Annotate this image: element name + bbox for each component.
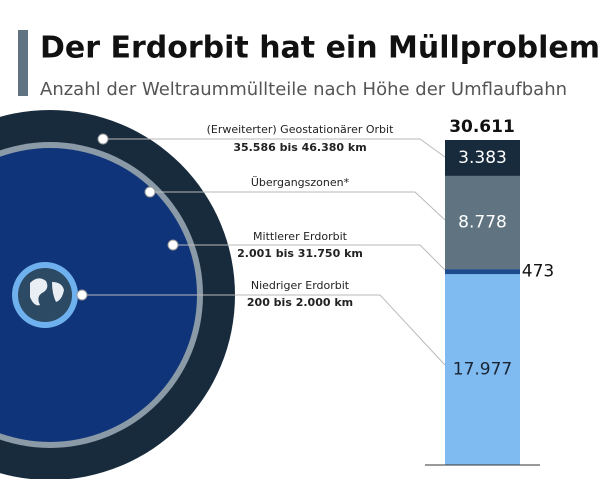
orbit-dot bbox=[167, 239, 179, 251]
connector bbox=[103, 138, 446, 158]
continents bbox=[30, 278, 64, 306]
orbit-dot bbox=[76, 289, 88, 301]
bar-segment bbox=[445, 269, 520, 275]
bar-segment bbox=[445, 274, 520, 465]
connector bbox=[82, 294, 446, 366]
value-label: 473 bbox=[522, 262, 554, 282]
value-label: 8.778 bbox=[458, 213, 507, 233]
orbit-illustration bbox=[0, 110, 235, 479]
bar-segment bbox=[445, 175, 520, 270]
orbit-label: Übergangszonen* bbox=[251, 176, 350, 189]
title-accent bbox=[18, 30, 28, 96]
orbit-label: Mittlerer Erdorbit bbox=[253, 230, 348, 243]
orbit-range: 200 bis 2.000 km bbox=[247, 296, 353, 309]
earth bbox=[18, 268, 72, 322]
orbit-range: 35.586 bis 46.380 km bbox=[233, 141, 366, 154]
orbit-label: Niedriger Erdorbit bbox=[251, 279, 350, 292]
value-label: 17.977 bbox=[453, 360, 512, 380]
orbit-dot bbox=[97, 133, 109, 145]
connector bbox=[173, 244, 446, 271]
connector bbox=[150, 191, 446, 221]
chart-subtitle: Anzahl der Weltraummüllteile nach Höhe d… bbox=[40, 79, 567, 100]
bar-segment bbox=[445, 140, 520, 176]
chart-title: Der Erdorbit hat ein Müllproblem bbox=[40, 31, 600, 66]
value-label: 3.383 bbox=[458, 148, 507, 168]
orbit-range: 2.001 bis 31.750 km bbox=[237, 247, 363, 260]
orbit-dot bbox=[144, 186, 156, 198]
total-label: 30.611 bbox=[449, 117, 515, 137]
connectors bbox=[76, 133, 446, 366]
orbit-label: (Erweiterter) Geostationärer Orbit bbox=[207, 123, 394, 136]
